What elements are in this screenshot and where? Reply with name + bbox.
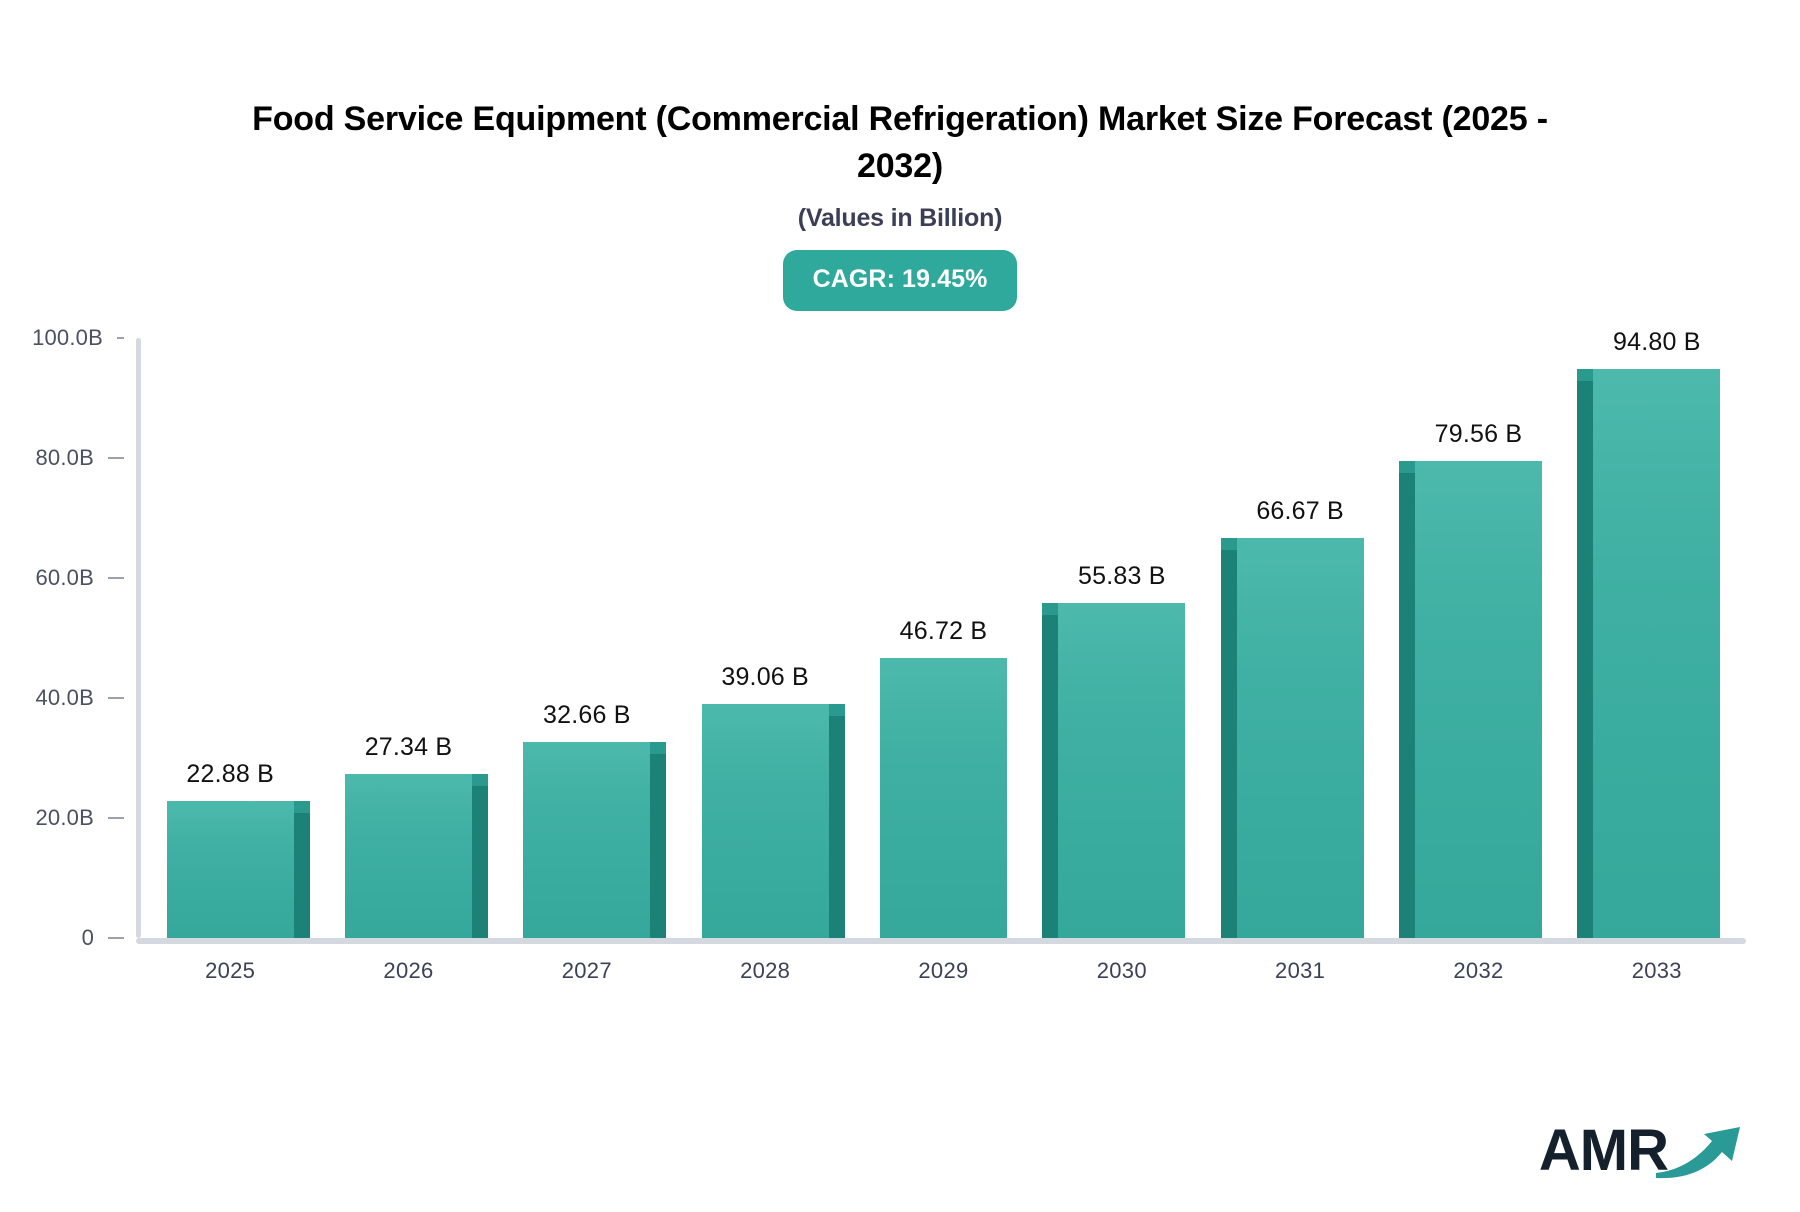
bar[interactable]: 55.83 B: [1042, 562, 1186, 938]
bar-left-face: [1220, 549, 1237, 938]
y-axis-tick-label: 80.0B: [35, 445, 94, 470]
x-axis-tick-label: 2025: [205, 958, 256, 983]
bar-value-label: 66.67 B: [1256, 496, 1344, 525]
bar-top-face: [1577, 369, 1594, 382]
y-axis-tick: 40.0B: [36, 685, 137, 711]
bar[interactable]: 22.88 B: [166, 760, 310, 938]
bar-left-face: [1577, 381, 1594, 938]
bar-value-label: 94.80 B: [1612, 328, 1701, 357]
bar-front-face: [1593, 369, 1721, 938]
y-axis-tick-label: 40.0B: [35, 685, 94, 710]
bar-front-face: [701, 703, 829, 938]
bar-top-face: [293, 800, 310, 813]
bar-slot: 27.34 B: [319, 338, 497, 938]
bar-top-face: [828, 703, 845, 716]
y-axis-tick-mark: [117, 337, 124, 339]
bar-front-face: [344, 773, 472, 938]
bar-top-face: [1042, 603, 1059, 616]
bar-front-face: [523, 742, 651, 938]
bar-slot: 22.88 B: [141, 338, 319, 938]
bar-right-face: [293, 812, 310, 938]
growth-arrow-icon: [1654, 1121, 1744, 1184]
bar-front-face: [1058, 603, 1186, 938]
bar-front-face: [1236, 537, 1364, 938]
bar-right-face: [828, 715, 845, 938]
bar-value-label: 39.06 B: [721, 662, 809, 691]
bar-slot: 46.72 B: [854, 338, 1032, 938]
x-axis-tick-label: 2029: [918, 958, 969, 983]
x-axis-tick-label: 2030: [1096, 958, 1147, 983]
y-axis-tick-label: 100.0B: [32, 325, 103, 350]
y-axis-tick: 60.0B: [36, 565, 137, 591]
y-axis-tick: 20.0B: [36, 805, 137, 831]
y-axis-tick-mark: [108, 577, 124, 579]
bar[interactable]: 66.67 B: [1220, 497, 1364, 938]
bar-right-face: [471, 785, 488, 938]
bar-front-face: [166, 800, 294, 938]
bar-series: 22.88 B 27.34 B 32.66 B 39.06 B 46.72 B 55.83…: [141, 328, 1746, 938]
bar-front-face: [879, 657, 1007, 938]
bar-value-label: 32.66 B: [543, 701, 631, 730]
y-axis-tick-label: 20.0B: [35, 805, 94, 830]
y-axis-tick-mark: [108, 697, 124, 699]
x-axis-tick-label: 2028: [740, 958, 791, 983]
bar-right-face: [650, 754, 667, 938]
bar[interactable]: 79.56 B: [1398, 420, 1542, 938]
bar-left-face: [1042, 615, 1059, 938]
bar-slot: 55.83 B: [1033, 338, 1211, 938]
bar-top-face: [650, 742, 667, 755]
bar-slot: 32.66 B: [498, 338, 676, 938]
bar-left-face: [1398, 472, 1415, 938]
bar-top-face: [1220, 537, 1237, 550]
bar-top-face: [471, 773, 488, 786]
bar[interactable]: 32.66 B: [523, 701, 667, 938]
amr-logo: AMR: [1539, 1121, 1744, 1180]
bar-value-label: 55.83 B: [1078, 562, 1166, 591]
chart-header: Food Service Equipment (Commercial Refri…: [0, 96, 1800, 233]
cagr-badge-container: CAGR: 19.45%: [0, 250, 1800, 311]
bar-value-label: 79.56 B: [1434, 419, 1523, 448]
y-axis-tick: 100.0B: [32, 325, 136, 351]
bar-slot: 39.06 B: [676, 338, 854, 938]
bar-front-face: [1414, 460, 1542, 938]
cagr-badge: CAGR: 19.45%: [782, 250, 1018, 311]
y-axis-tick-label: 60.0B: [35, 565, 94, 590]
bar-value-label: 27.34 B: [364, 732, 453, 761]
bar[interactable]: 46.72 B: [879, 617, 1007, 938]
bar[interactable]: 27.34 B: [344, 733, 488, 938]
x-axis-tick-label: 2027: [561, 958, 612, 983]
bar-slot: 79.56 B: [1389, 338, 1567, 938]
y-axis-tick-mark: [108, 457, 124, 459]
bar-value-label: 22.88 B: [186, 759, 274, 788]
y-axis-tick-mark: [108, 937, 124, 939]
x-axis-labels: 2025 2026 2027 2028 2029 2030 2031 2032 2033: [141, 958, 1746, 984]
x-axis-tick-label: 2031: [1275, 958, 1326, 983]
bar[interactable]: 94.80 B: [1577, 328, 1721, 938]
bar[interactable]: 39.06 B: [701, 663, 845, 938]
bar-value-label: 46.72 B: [899, 616, 988, 645]
y-axis-tick: 0: [82, 925, 136, 951]
y-axis-tick-mark: [108, 817, 124, 819]
x-axis-tick-label: 2032: [1453, 958, 1504, 983]
plot-area: 100.0B 80.0B 60.0B 40.0B 20.0B 0 22.88 B 27.34…: [32, 325, 1746, 983]
chart-subtitle: (Values in Billion): [797, 203, 1003, 232]
bar-top-face: [1398, 460, 1415, 473]
y-axis-tick: 80.0B: [36, 445, 137, 471]
y-axis-spine: [136, 338, 141, 938]
bar-slot: 94.80 B: [1568, 328, 1746, 938]
x-axis-tick-label: 2033: [1631, 958, 1682, 983]
amr-logo-text: AMR: [1538, 1118, 1669, 1183]
x-axis-tick-label: 2026: [383, 958, 434, 983]
chart-title: Food Service Equipment (Commercial Refri…: [252, 100, 1548, 185]
bar-slot: 66.67 B: [1211, 338, 1389, 938]
y-axis-tick-label: 0: [81, 925, 94, 950]
x-axis-spine: [136, 938, 1746, 944]
